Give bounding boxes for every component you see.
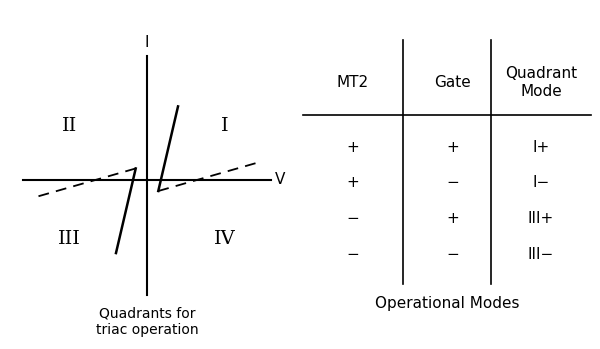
Text: −: − xyxy=(347,247,359,262)
Text: I: I xyxy=(221,117,229,135)
Text: III: III xyxy=(58,230,81,248)
Text: I−: I− xyxy=(532,176,550,191)
Text: −: − xyxy=(446,176,459,191)
Text: III−: III− xyxy=(528,247,554,262)
Text: Operational Modes: Operational Modes xyxy=(375,296,519,311)
Text: I+: I+ xyxy=(532,140,550,155)
Text: +: + xyxy=(347,176,359,191)
Text: Quadrants for
triac operation: Quadrants for triac operation xyxy=(95,307,199,337)
Text: Gate: Gate xyxy=(434,75,471,90)
Text: +: + xyxy=(347,140,359,155)
Text: IV: IV xyxy=(214,230,235,248)
Text: +: + xyxy=(446,211,459,226)
Text: MT2: MT2 xyxy=(337,75,369,90)
Text: V: V xyxy=(275,172,286,187)
Text: Quadrant
Mode: Quadrant Mode xyxy=(505,66,577,98)
Text: I: I xyxy=(145,35,149,50)
Text: −: − xyxy=(347,211,359,226)
Text: III+: III+ xyxy=(528,211,554,226)
Text: −: − xyxy=(446,247,459,262)
Text: II: II xyxy=(62,117,77,135)
Text: +: + xyxy=(446,140,459,155)
